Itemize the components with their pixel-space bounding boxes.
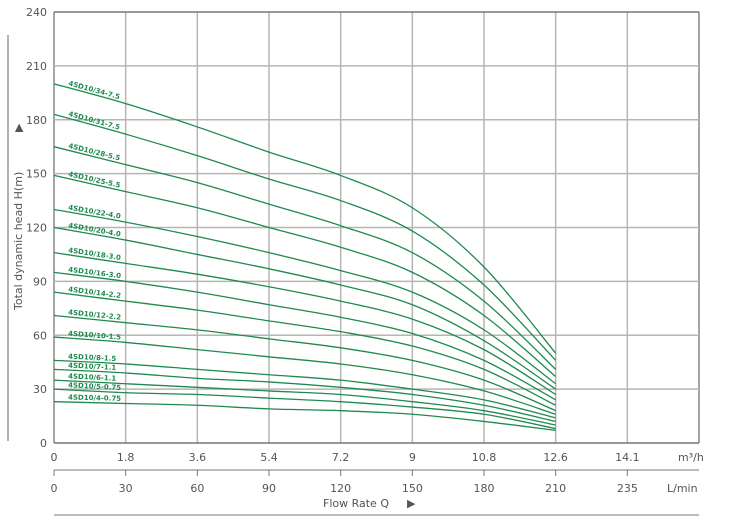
curve-label: 4SD10/10-1.5: [68, 330, 122, 342]
x-tick-label-secondary: 180: [474, 482, 495, 495]
x-unit-secondary: L/min: [667, 482, 698, 495]
y-tick-label: 180: [26, 114, 47, 127]
curve-4SD10/28-5.5: [53, 146, 557, 370]
x-tick-label-primary: 5.4: [260, 451, 278, 464]
y-tick-label: 30: [33, 383, 47, 396]
x-tick-label-secondary: 60: [190, 482, 204, 495]
curve-label: 4SD10/16-3.0: [68, 266, 122, 281]
curve-4SD10/18-3.0: [53, 251, 557, 396]
curve-4SD10/20-4.0: [53, 226, 557, 390]
curve-4SD10/34-7.5: [53, 83, 557, 354]
x-tick-label-primary: 14.1: [615, 451, 640, 464]
x-axis-label: Flow Rate Q: [323, 497, 389, 510]
x-tick-label-secondary: 210: [545, 482, 566, 495]
x-tick-label-secondary: 0: [51, 482, 58, 495]
y-tick-label: 60: [33, 329, 47, 342]
curve-4SD10/7-1.1: [53, 368, 556, 423]
curve-4SD10/10-1.5: [53, 336, 556, 415]
curve-label: 4SD10/20-4.0: [68, 222, 122, 239]
y-tick-label: 90: [33, 275, 47, 288]
x-axis-primary-ticks: 0 1.8 3.6 5.4 7.2 9 10.8 12.6 14.1: [51, 451, 640, 464]
curve-label: 4SD10/6-1.1: [68, 372, 117, 382]
curve-4SD10/14-2.2: [53, 291, 556, 406]
curve-label: 4SD10/18-3.0: [68, 246, 122, 262]
curve-4SD10/4-0.75: [53, 401, 556, 432]
x-tick-label-secondary: 120: [330, 482, 351, 495]
curve-label: 4SD10/4-0.75: [68, 394, 121, 403]
x-axis-secondary-ticks: 0 30 60 90 120 150 180 210 235: [51, 470, 638, 495]
x-tick-label-secondary: 30: [119, 482, 133, 495]
curve-label: 4SD10/7-1.1: [68, 362, 117, 372]
x-tick-label-primary: 3.6: [189, 451, 207, 464]
y-tick-label: 240: [26, 6, 47, 19]
y-tick-label: 150: [26, 168, 47, 181]
y-axis-label: Total dynamic head H(m): [12, 172, 25, 311]
y-tick-label: 0: [40, 437, 47, 450]
x-tick-label-secondary: 90: [262, 482, 276, 495]
curve-4SD10/25-5.5: [53, 174, 557, 378]
curve-4SD10/22-4.0: [53, 208, 557, 385]
curve-label: 4SD10/8-1.5: [68, 353, 117, 363]
x-tick-label-primary: 1.8: [117, 451, 135, 464]
x-tick-label-secondary: 150: [402, 482, 423, 495]
y-axis-ticks: 0 30 60 90 120 150 180 210 240: [26, 6, 47, 450]
x-tick-label-primary: 0: [51, 451, 58, 464]
curve-4SD10/6-1.1: [53, 379, 556, 426]
curve-4SD10/12-2.2: [53, 314, 556, 412]
performance-curves: [53, 83, 557, 432]
x-tick-label-secondary: 235: [617, 482, 638, 495]
curve-4SD10/16-3.0: [53, 271, 556, 401]
x-axis-arrow-icon: ▶: [407, 497, 416, 510]
x-unit-primary: m³/h: [678, 451, 704, 464]
grid: [53, 11, 700, 444]
curve-label: 4SD10/5-0.75: [68, 381, 122, 392]
x-tick-label-primary: 7.2: [332, 451, 350, 464]
curve-4SD10/31-7.5: [53, 113, 557, 361]
curve-label: 4SD10/22-4.0: [68, 204, 122, 221]
curve-label: 4SD10/34-7.5: [67, 79, 120, 101]
y-tick-label: 210: [26, 60, 47, 73]
curve-labels: 4SD10/34-7.54SD10/31-7.54SD10/28-5.54SD1…: [67, 79, 121, 402]
y-axis-arrow-icon: ▶: [12, 123, 25, 132]
curve-4SD10/5-0.75: [53, 388, 556, 430]
x-tick-label-primary: 10.8: [472, 451, 497, 464]
x-tick-label-primary: 9: [409, 451, 416, 464]
curve-4SD10/8-1.5: [53, 359, 556, 419]
y-tick-label: 120: [26, 222, 47, 235]
x-tick-label-primary: 12.6: [543, 451, 568, 464]
